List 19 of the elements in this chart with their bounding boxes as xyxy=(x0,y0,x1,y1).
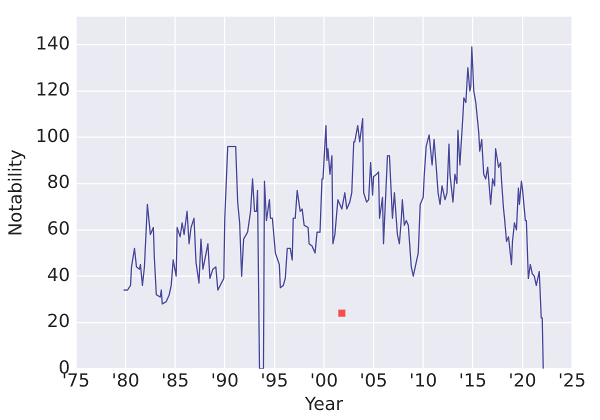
y-tick-label: 100 xyxy=(36,126,70,147)
y-tick-label: 20 xyxy=(47,311,70,332)
y-tick-label: 80 xyxy=(47,172,70,194)
x-tick-label: '95 xyxy=(260,370,288,392)
y-tick-label: 60 xyxy=(47,218,70,240)
x-tick-label: '90 xyxy=(210,370,239,392)
x-tick-label: '10 xyxy=(409,370,438,392)
y-axis-title: Notability xyxy=(5,149,26,236)
x-axis-title: Year xyxy=(304,394,344,415)
x-tick-label: '25 xyxy=(558,370,586,392)
x-tick-label: '20 xyxy=(508,370,536,392)
x-tick-label: '05 xyxy=(360,370,388,392)
x-tick-label: '15 xyxy=(458,370,487,392)
x-tick-label: '85 xyxy=(161,370,190,392)
y-tick-label: 140 xyxy=(36,33,70,54)
y-tick-label: 120 xyxy=(36,80,70,101)
x-tick-label: '00 xyxy=(310,370,338,392)
y-tick-label: 40 xyxy=(47,264,70,286)
x-tick-label: '80 xyxy=(112,370,140,392)
